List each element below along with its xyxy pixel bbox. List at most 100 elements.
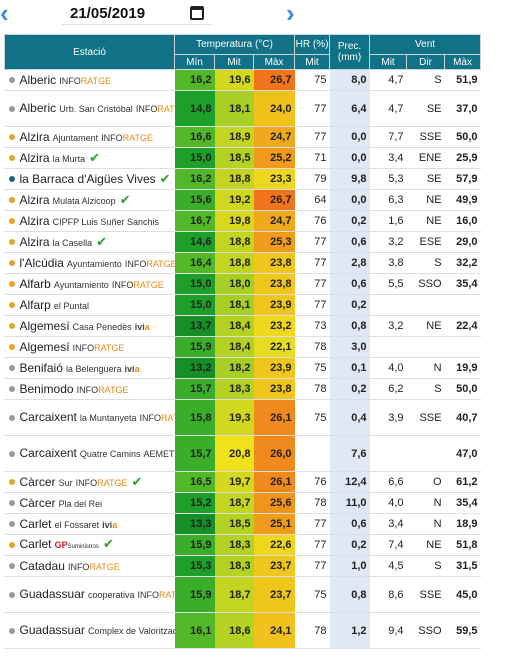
station-cell[interactable]: Càrcer Sur INFORATGE ✔ (4, 471, 175, 493)
table-row[interactable]: la Barraca d'Aigües Vives ✔ 16,2 18,8 23,3 79… (4, 168, 481, 190)
prec-cell: 0,6 (329, 231, 370, 253)
station-name[interactable]: l'Alcúdia (19, 255, 64, 270)
station-cell[interactable]: Alzira la Casella ✔ (4, 231, 175, 253)
table-row[interactable]: l'Alcúdia Ayuntamiento INFORATGE 16,4 18,8… (4, 252, 481, 274)
temp-max-cell: 26,1 (253, 471, 295, 493)
table-row[interactable]: Alfarb Ayuntamiento INFORATGE 15,0 18,0 23,… (4, 273, 481, 295)
station-cell[interactable]: Alzira Ajuntament INFORATGE (4, 126, 175, 148)
station-name[interactable]: Alfarb (19, 276, 51, 291)
station-name[interactable]: Carlet (19, 516, 52, 531)
prec-cell: 0,0 (329, 189, 370, 211)
table-row[interactable]: Alberic INFORATGE 16,2 19,6 26,7 75 8,0 4,7 S 51… (4, 69, 481, 91)
table-row[interactable]: Alzira la Casella ✔ 14,6 18,8 25,3 77 0,6 3,2 ES… (4, 231, 481, 253)
station-cell[interactable]: la Barraca d'Aigües Vives ✔ (4, 168, 175, 190)
table-row[interactable]: Algemesí INFORATGE 15,9 18,4 22,1 78 3,0 (4, 336, 481, 358)
station-cell[interactable]: Carcaixent la Muntanyeta INFORATGE (4, 399, 175, 436)
table-row[interactable]: Alzira CIPFP Luis Suñer Sanchis 16,7 19,8 2… (4, 210, 481, 232)
station-cell[interactable]: Carcaixent Quatre Camins AEMET (4, 435, 175, 472)
station-label: Guadassuar cooperativa INFORATGE (20, 588, 175, 601)
station-cell[interactable]: Alzira Mulata Alzicoop ✔ (4, 189, 175, 211)
station-cell[interactable]: Alzira CIPFP Luis Suñer Sanchis (4, 210, 175, 232)
wind-max-cell: 16,0 (444, 210, 481, 232)
station-cell[interactable]: Alfarp el Puntal (4, 294, 175, 316)
station-name[interactable]: Alberic (19, 101, 57, 115)
prec-cell: 1,0 (329, 555, 370, 577)
table-row[interactable]: Carcaixent Quatre Camins AEMET 15,7 20,8 26… (4, 435, 481, 472)
wind-dir-cell: NE (406, 315, 445, 337)
station-cell[interactable]: Alfarb Ayuntamiento INFORATGE (4, 273, 175, 295)
table-row[interactable]: Benimodo INFORATGE 15,7 18,3 23,8 78 0,2 6,2 S 5… (4, 378, 481, 400)
chevron-right-icon[interactable]: › (286, 0, 295, 28)
station-name[interactable]: Alzira (19, 192, 50, 207)
station-name[interactable]: Guadassuar (19, 623, 85, 637)
station-name[interactable]: Càrcer (19, 495, 56, 510)
station-cell[interactable]: Càrcer Pla del Rei (4, 492, 175, 514)
station-name[interactable]: Algemesí (19, 318, 70, 333)
source-brand: INFORATGE (111, 279, 164, 290)
station-name[interactable]: Alzira (19, 129, 50, 144)
table-row[interactable]: Alberic Urb. San Cristóbal INFORATGE14,8… (4, 90, 481, 127)
status-dot-icon (8, 627, 15, 634)
wind-dir-cell: N (406, 513, 445, 535)
chevron-left-icon[interactable]: ‹ (0, 0, 9, 28)
station-name[interactable]: Carcaixent (19, 446, 77, 460)
station-name[interactable]: Benimodo (19, 381, 74, 396)
wind-mit-cell: 4,7 (369, 69, 407, 91)
station-cell[interactable]: Guadassuar Complex de Valorització de Re… (4, 612, 175, 649)
station-name[interactable]: Algemesí (19, 339, 70, 354)
station-name[interactable]: Càrcer (19, 474, 56, 489)
station-name[interactable]: Alberic (19, 72, 57, 87)
status-dot-icon (8, 563, 15, 569)
station-cell[interactable]: Alberic Urb. San Cristóbal INFORATGE (4, 90, 175, 127)
station-name[interactable]: Carcaixent (19, 410, 77, 424)
temp-mit-cell: 18,3 (214, 534, 254, 556)
table-row[interactable]: Benifaió la Belenguera ivia 13,2 18,2 23,9 7… (4, 357, 481, 379)
station-name[interactable]: Guadassuar (19, 587, 85, 601)
station-label: Alfarb Ayuntamiento INFORATGE (20, 278, 164, 291)
status-dot-icon (8, 77, 15, 83)
table-row[interactable]: Càrcer Sur INFORATGE ✔ 16,5 19,7 26,1 76 12,4 6… (4, 471, 481, 493)
wind-mit-cell: 3,8 (369, 252, 407, 274)
station-name[interactable]: Alzira (19, 150, 50, 165)
table-row[interactable]: Algemesí Casa Penedès ivia 13,7 18,4 23,2 73… (4, 315, 481, 337)
check-icon: ✔ (102, 535, 114, 551)
station-cell[interactable]: Carlet el Fossaret ivia (4, 513, 175, 535)
station-cell[interactable]: Benimodo INFORATGE (4, 378, 175, 400)
station-label: Algemesí INFORATGE (20, 341, 125, 354)
table-row[interactable]: Catadau INFORATGE 15,3 18,3 23,7 77 1,0 4,5 S 31… (4, 555, 481, 577)
table-row[interactable]: Carlet GPSuministros ✔ 15,9 18,3 22,6 77 0,2 7,… (4, 534, 481, 556)
station-cell[interactable]: Carlet GPSuministros ✔ (4, 534, 175, 556)
wind-mit-cell: 4,0 (369, 492, 407, 514)
station-name[interactable]: Catadau (19, 558, 65, 573)
table-row[interactable]: Guadassuar Complex de Valorització de Re… (4, 612, 481, 649)
table-row[interactable]: Càrcer Pla del Rei 15,2 18,7 25,6 78 11,0 4,0 N… (4, 492, 481, 514)
station-cell[interactable]: Benifaió la Belenguera ivia (4, 357, 175, 379)
source-brand: INFORATGE (67, 561, 120, 572)
calendar-icon[interactable] (190, 6, 204, 20)
wind-dir-cell: O (406, 471, 445, 493)
station-name[interactable]: Alfarp (19, 297, 51, 312)
station-name[interactable]: Carlet (19, 536, 52, 551)
station-name[interactable]: Benifaió (19, 360, 63, 375)
station-cell[interactable]: l'Alcúdia Ayuntamiento INFORATGE (4, 252, 175, 274)
prec-cell: 2,8 (329, 252, 370, 274)
station-cell[interactable]: Algemesí INFORATGE (4, 336, 175, 358)
table-row[interactable]: Alzira Mulata Alzicoop ✔ 15,6 19,2 26,7 64 0,0… (4, 189, 481, 211)
table-row[interactable]: Alzira la Murta ✔ 15,0 18,5 25,2 71 0,0 3,4 ENE 2… (4, 147, 481, 169)
table-row[interactable]: Alfarp el Puntal 15,0 18,1 23,9 77 0,2 (4, 294, 481, 316)
station-name[interactable]: la Barraca d'Aigües Vives (19, 171, 156, 186)
date-picker[interactable]: 21/05/2019 (62, 3, 212, 25)
station-label: l'Alcúdia Ayuntamiento INFORATGE (20, 257, 175, 270)
station-cell[interactable]: Catadau INFORATGE (4, 555, 175, 577)
table-row[interactable]: Guadassuar cooperativa INFORATGE15,918,7… (4, 576, 481, 613)
station-name[interactable]: Alzira (19, 234, 50, 249)
table-row[interactable]: Carcaixent la Muntanyeta INFORATGE15,819… (4, 399, 481, 436)
table-row[interactable]: Carlet el Fossaret ivia 13,3 18,5 25,1 77 0,6… (4, 513, 481, 535)
station-cell[interactable]: Alberic INFORATGE (4, 69, 175, 91)
station-cell[interactable]: Alzira la Murta ✔ (4, 147, 175, 169)
station-cell[interactable]: Algemesí Casa Penedès ivia (4, 315, 175, 337)
station-name[interactable]: Alzira (19, 213, 50, 228)
station-cell[interactable]: Guadassuar cooperativa INFORATGE (4, 576, 175, 613)
table-row[interactable]: Alzira Ajuntament INFORATGE 16,6 18,9 24,7 7… (4, 126, 481, 148)
col-temp-min: Mín (174, 54, 215, 70)
